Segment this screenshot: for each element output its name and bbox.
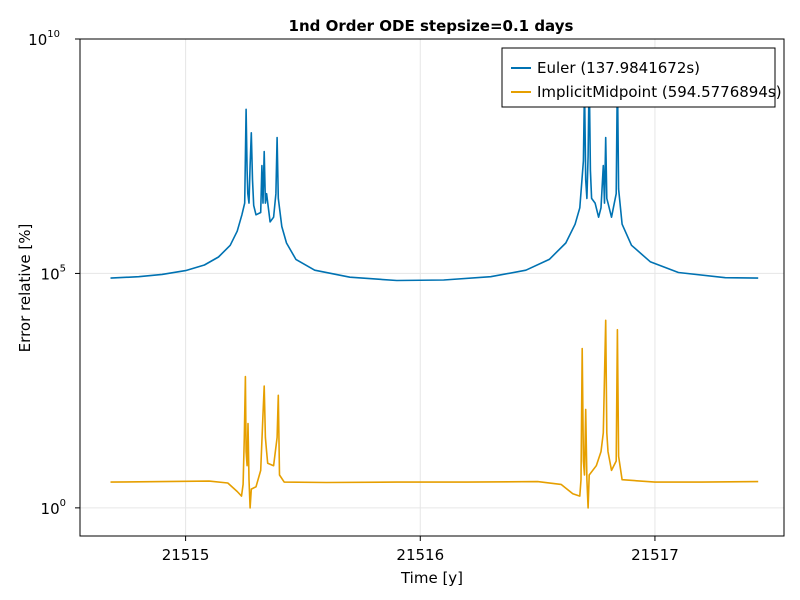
x-tick-label: 21517 — [631, 546, 679, 564]
y-tick-label: 100 — [41, 498, 66, 518]
y-tick-exponent: 0 — [60, 498, 66, 509]
series-lines — [110, 71, 759, 509]
x-tick-label: 21516 — [396, 546, 444, 564]
series-line-1 — [110, 319, 759, 509]
y-tick-label: 105 — [41, 263, 66, 283]
y-tick-base: 10 — [28, 31, 47, 49]
grid — [80, 38, 784, 536]
chart-title: 1nd Order ODE stepsize=0.1 days — [289, 17, 574, 35]
series-line-0 — [110, 71, 759, 282]
y-tick-exponent: 5 — [60, 263, 66, 274]
y-tick-exponent: 10 — [47, 29, 60, 40]
x-axis-label: Time [y] — [400, 569, 463, 587]
y-tick-base: 10 — [41, 500, 60, 518]
plot-frame — [79, 38, 785, 537]
legend-box — [501, 47, 776, 108]
x-tick-label: 21515 — [162, 546, 210, 564]
x-axis-ticks: 21515 21516 21517 — [162, 536, 679, 564]
legend-label-1: ImplicitMidpoint (594.5776894s) — [537, 83, 782, 101]
y-tick-label: 1010 — [28, 29, 60, 49]
legend-label-0: Euler (137.9841672s) — [537, 59, 700, 77]
y-tick-base: 10 — [41, 265, 60, 283]
y-axis-label: Error relative [%] — [16, 224, 34, 353]
legend: Euler (137.9841672s) ImplicitMidpoint (59… — [501, 47, 782, 108]
